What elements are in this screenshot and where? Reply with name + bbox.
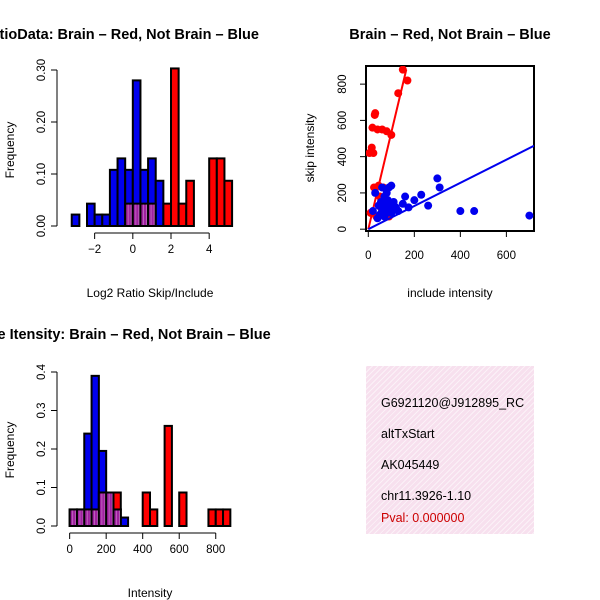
ratio-hist-blue-bar [108,168,119,227]
intensity-scatter: Brain – Red, Not Brain – Blue include in… [303,27,551,300]
ratio-hist-blue-bar [93,213,104,227]
intensity-hist-red-bar [214,508,225,528]
scatter-xlabel: include intensity [407,286,492,300]
ratio-hist-y-tick-label: 0.10 [36,163,48,185]
scatter-blue-point [470,207,479,216]
intensity-histogram-title: Gene Itensity: Brain – Red, Not Brain – … [0,327,271,343]
scatter-x-tick-label: 400 [451,250,470,262]
scatter-y-tick-label: 600 [337,111,349,130]
ratio-histogram-title: RatioData: Brain – Red, Not Brain – Blue [0,27,259,43]
ratio-hist-blue-bar [101,213,111,227]
scatter-blue-point [371,188,380,197]
ratio-hist-y-tick-label: 0.20 [36,111,48,133]
ratio-hist-red-bar [215,157,226,227]
ratio-hist-x-tick-label: 0 [130,244,136,256]
scatter-blue-fit-line [367,144,534,231]
intensity-hist-x-tick-label: 400 [133,544,152,556]
ratio-hist-overlap-bar [147,202,157,227]
ratio-hist-red-bar [162,202,172,227]
intensity-hist-x-tick-label: 200 [97,544,116,556]
scatter-x-tick-label: 0 [365,250,371,262]
event-type: altTxStart [381,427,435,441]
ratio-hist-x-tick-label: 4 [206,244,213,256]
ratio-hist-overlap-bar [124,202,134,227]
scatter-plot-box [365,65,535,232]
gene-id: G6921120@J912895_RC [381,396,525,410]
scatter-blue-point [456,207,465,216]
intensity-hist-blue-bar [90,374,100,527]
ratio-hist-y-tick-label: 0.30 [36,59,48,81]
ratio-histogram-ylabel: Frequency [3,122,17,179]
ratio-hist-y-tick-label: 0.00 [36,215,48,237]
intensity-hist-y-tick-label: 0.0 [36,518,48,534]
scatter-blue-point [398,199,407,208]
scatter-ylabel: skip intensity [303,114,317,183]
ratio-hist-blue-bar [86,202,96,227]
scatter-x-tick-label: 200 [405,250,424,262]
scatter-blue-point [368,207,377,216]
intensity-histogram: Gene Itensity: Brain – Red, Not Brain – … [0,327,271,600]
intensity-hist-red-bar [163,424,173,527]
intensity-hist-red-bar [141,491,151,528]
scatter-blue-point [401,192,410,201]
scatter-y-tick-label: 200 [337,183,349,202]
ratio-hist-red-bar [185,179,195,227]
scatter-blue-point [387,181,396,190]
scatter-blue-point [433,174,442,183]
intensity-hist-x-tick-label: 800 [206,544,225,556]
intensity-hist-y-tick-label: 0.1 [36,480,48,496]
ratio-histogram: RatioData: Brain – Red, Not Brain – Blue… [0,27,259,300]
ratio-hist-overlap-bar [131,202,142,227]
scatter-plot-area [366,66,534,231]
ratio-hist-red-bar [170,67,180,227]
intensity-hist-x-tick-label: 600 [170,544,189,556]
intensity-hist-blue-bar [119,516,130,528]
scatter-blue-point [417,190,426,199]
scatter-blue-point [410,196,419,205]
scatter-red-point [371,109,380,118]
ratio-hist-blue-bar [116,157,127,227]
ratio-hist-red-bar [177,202,188,227]
intensity-hist-red-bar [112,491,122,511]
scatter-y-tick-label: 0 [337,226,349,232]
scatter-x-tick-label: 600 [497,250,516,262]
scatter-blue-point [378,183,387,192]
ratio-hist-red-bar [208,157,218,227]
ratio-hist-x-tick-label: −2 [88,244,101,256]
scatter-blue-point [424,201,433,210]
pval-text: Pval: 0.000000 [381,511,465,525]
scatter-y-tick-label: 800 [337,75,349,94]
ratio-histogram-xlabel: Log2 Ratio Skip/Include [87,286,214,300]
locus: chr11.3926-1.10 [381,489,472,503]
accession: AK045449 [381,458,440,472]
intensity-hist-red-bar [207,508,217,528]
intensity-hist-red-bar [222,508,232,528]
scatter-blue-point [387,208,396,217]
intensity-histogram-ylabel: Frequency [3,422,17,479]
ratio-hist-red-bar [223,179,234,227]
intensity-hist-y-tick-label: 0.3 [36,403,48,419]
ratio-hist-blue-bar [154,179,165,227]
intensity-hist-y-tick-label: 0.4 [36,363,48,380]
ratio-hist-blue-bar [70,213,81,227]
intensity-histogram-xlabel: Intensity [128,586,173,600]
intensity-hist-red-bar [149,508,159,528]
scatter-red-point [403,76,412,85]
ratio-hist-x-tick-label: 2 [168,244,174,256]
gene-info-panel: G6921120@J912895_RC altTxStart AK045449 … [366,366,534,534]
intensity-hist-red-bar [178,491,188,528]
scatter-y-tick-label: 400 [337,147,349,166]
scatter-blue-point [435,183,444,192]
ratio-hist-overlap-bar [139,202,150,227]
scatter-blue-point [525,211,534,220]
scatter-title: Brain – Red, Not Brain – Blue [349,27,550,43]
intensity-hist-y-tick-label: 0.2 [36,441,48,457]
scatter-red-fit-line [367,69,408,230]
scatter-red-point [369,149,378,158]
intensity-hist-x-tick-label: 0 [66,544,72,556]
